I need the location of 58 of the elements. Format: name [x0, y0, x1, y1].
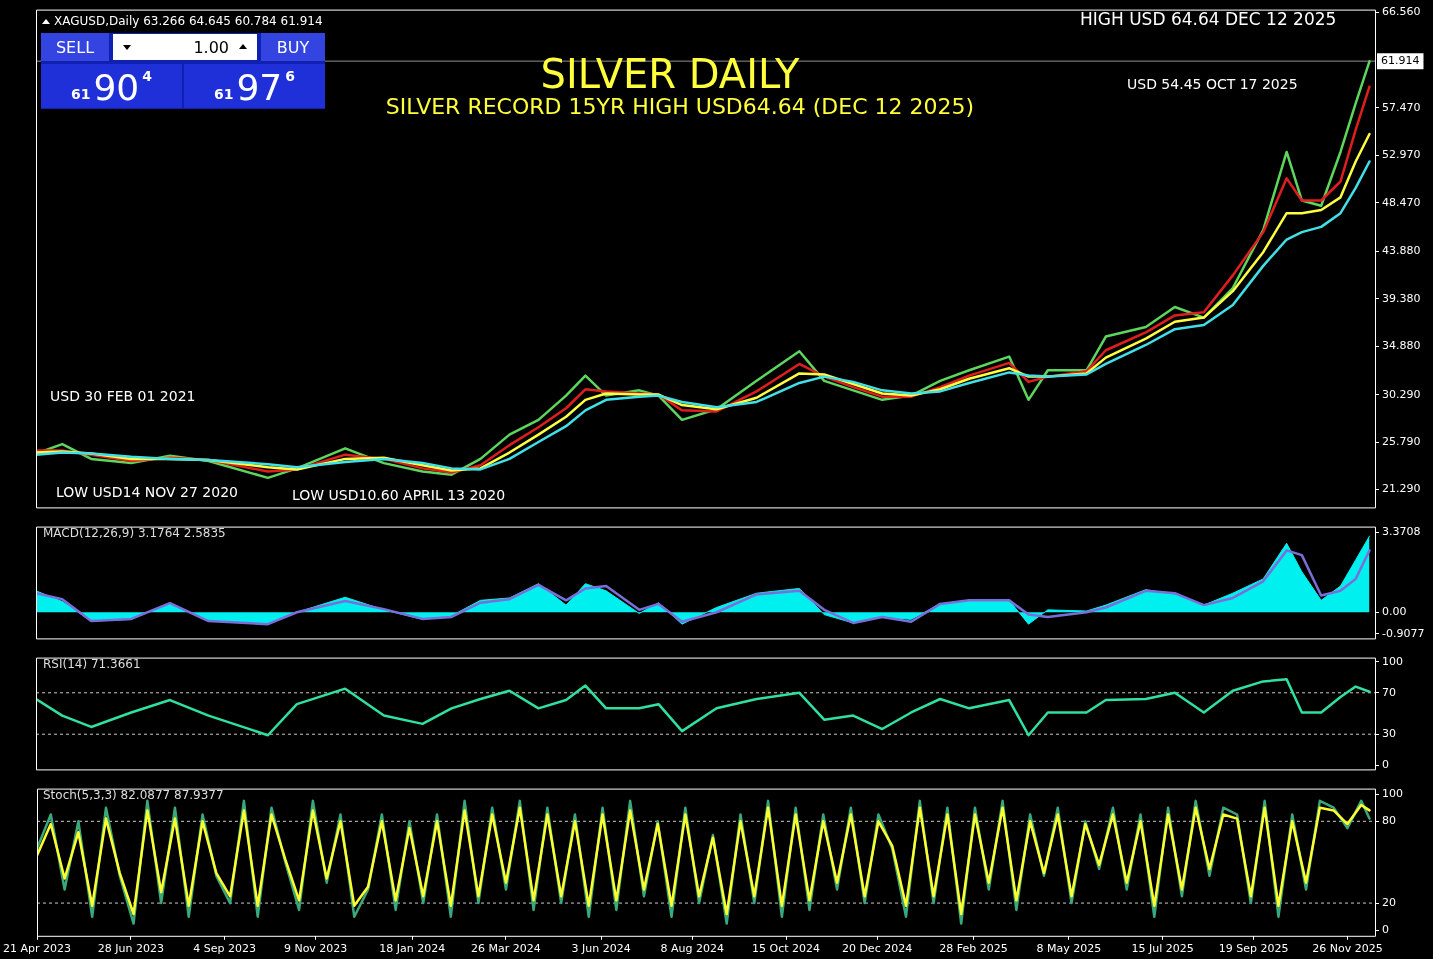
annotation: XAGUSD,Daily 63.266 64.645 60.784 61.914 — [54, 14, 323, 28]
y-tick-label: 66.560 — [1382, 4, 1421, 18]
annotation: SELL — [41, 33, 109, 61]
y-tick-label: 20 — [1382, 895, 1396, 909]
y-tick-label: 0 — [1382, 923, 1389, 937]
x-tick-label: 4 Sep 2023 — [193, 942, 256, 956]
x-tick-label: 20 Dec 2024 — [841, 942, 913, 956]
x-tick-label: 21 Apr 2023 — [3, 942, 72, 956]
y-tick-label: 80 — [1382, 814, 1396, 828]
y-tick-label: 48.470 — [1382, 195, 1421, 209]
y-tick-label: 39.380 — [1382, 291, 1421, 305]
x-tick-label: 15 Jul 2025 — [1131, 942, 1194, 956]
y-tick-label: -0.9077 — [1382, 626, 1425, 640]
ref-line-label: 61.914 — [1381, 53, 1420, 67]
x-tick-label: 26 Nov 2025 — [1312, 942, 1383, 956]
y-tick-label: 100 — [1382, 786, 1403, 800]
x-tick-label: 26 Mar 2024 — [471, 942, 541, 956]
x-tick-label: 8 Aug 2024 — [660, 942, 724, 956]
x-tick-label: 15 Oct 2024 — [752, 942, 821, 956]
annotation: HIGH USD 64.64 DEC 12 2025 — [1080, 9, 1337, 29]
annotation: 4 — [142, 68, 153, 84]
y-tick-label: 34.880 — [1382, 339, 1421, 353]
annotation: 1.00 — [192, 38, 229, 57]
y-tick-label: 70 — [1382, 685, 1396, 699]
x-tick-label: 19 Sep 2025 — [1218, 942, 1289, 956]
y-tick-label: 43.880 — [1382, 244, 1421, 258]
annotation: 90 — [93, 67, 140, 108]
chart-title: RSI(14) 71.3661 — [43, 657, 141, 671]
y-tick-label: 0.00 — [1382, 605, 1407, 619]
chart-title: Stoch(5,3,3) 82.0877 87.9377 — [43, 788, 224, 802]
annotation: LOW USD14 NOV 27 2020 — [56, 484, 238, 500]
y-tick-label: 57.470 — [1382, 100, 1421, 114]
x-tick-label: 3 Jun 2024 — [571, 942, 631, 956]
annotation: USD 54.45 OCT 17 2025 — [1127, 76, 1298, 92]
x-tick-label: 8 May 2025 — [1036, 942, 1102, 956]
annotation: 61 — [70, 86, 91, 102]
annotation: 6 — [285, 68, 296, 84]
y-tick-label: 100 — [1382, 654, 1403, 668]
y-tick-label: 30.290 — [1382, 387, 1421, 401]
y-tick-label: 21.290 — [1382, 482, 1421, 496]
x-tick-label: 9 Nov 2023 — [283, 942, 348, 956]
annotation: 61 — [213, 86, 234, 102]
chart-title: MACD(12,26,9) 3.1764 2.5835 — [43, 526, 226, 540]
annotation: 97 — [236, 67, 283, 108]
annotation: USD 30 FEB 01 2021 — [50, 388, 196, 404]
y-tick-label: 3.3708 — [1382, 524, 1421, 538]
annotation: BUY — [261, 33, 325, 61]
text: SILVER RECORD 15YR HIGH USD64.64 (DEC 12 2025) — [384, 94, 976, 119]
y-tick-label: 52.970 — [1382, 148, 1421, 162]
y-tick-label: 30 — [1382, 727, 1396, 741]
number-field: 1.00 — [113, 34, 257, 60]
x-tick-label: 18 Jan 2024 — [379, 942, 446, 956]
x-tick-label: 28 Feb 2025 — [939, 942, 1008, 956]
annotation: LOW USD10.60 APRIL 13 2020 — [292, 487, 506, 503]
y-tick-label: 25.790 — [1382, 434, 1421, 448]
y-tick-label: 0 — [1382, 758, 1389, 772]
text: SILVER DAILY — [539, 51, 801, 97]
x-tick-label: 28 Jun 2023 — [97, 942, 164, 956]
